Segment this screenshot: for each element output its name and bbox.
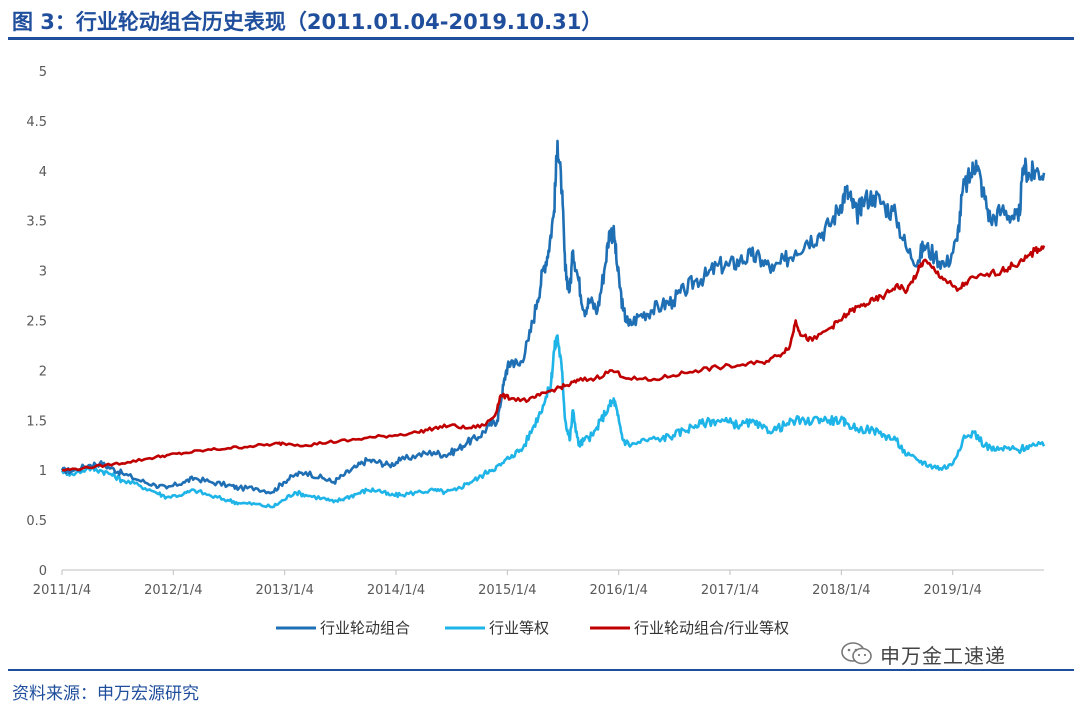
y-tick-label: 1 (39, 464, 47, 479)
y-tick-label: 1.5 (26, 414, 47, 429)
x-tick-label: 2016/1/4 (589, 583, 647, 598)
x-tick-label: 2012/1/4 (144, 583, 202, 598)
y-tick-label: 3.5 (26, 215, 47, 230)
y-tick-label: 0 (39, 564, 47, 579)
y-tick-label: 4 (39, 165, 47, 180)
series-line-2 (61, 245, 1046, 472)
x-tick-label: 2011/1/4 (33, 583, 91, 598)
y-tick-label: 3 (39, 265, 47, 280)
chart-axes: 0 0.5 1 1.5 2 2.5 3 3.5 4 4.5 5 2011/1/4 2012/1/4 201… (26, 65, 1044, 598)
watermark: 申万金工速递 (840, 638, 1006, 670)
source-note: 资料来源：申万宏源研究 (12, 684, 199, 704)
line-chart: 0 0.5 1 1.5 2 2.5 3 3.5 4 4.5 5 2011/1/4 2012/1/4 201… (26, 65, 1046, 637)
legend-label: 行业轮动组合/行业等权 (634, 619, 789, 637)
y-tick-label: 2 (39, 364, 47, 379)
series-line-0 (60, 139, 1046, 495)
footer-divider (8, 669, 1074, 671)
y-tick-label: 0.5 (26, 514, 47, 529)
page-title: 图 3：行业轮动组合历史表现（2011.01.04-2019.10.31） (12, 10, 603, 34)
y-tick-label: 2.5 (26, 315, 47, 330)
legend-label: 行业等权 (489, 619, 549, 637)
wechat-icon (841, 642, 872, 665)
x-tick-label: 2014/1/4 (367, 583, 425, 598)
chart-legend: 行业轮动组合 行业等权 行业轮动组合/行业等权 (276, 619, 789, 637)
watermark-text: 申万金工速递 (880, 643, 1006, 668)
series-line-1 (60, 334, 1046, 509)
y-tick-label: 4.5 (26, 115, 47, 130)
x-tick-label: 2019/1/4 (924, 583, 982, 598)
x-tick-label: 2013/1/4 (255, 583, 313, 598)
legend-label: 行业轮动组合 (320, 619, 410, 637)
x-tick-label: 2018/1/4 (812, 583, 870, 598)
y-tick-label: 5 (39, 65, 47, 80)
title-divider (8, 37, 1074, 40)
x-tick-label: 2015/1/4 (478, 583, 536, 598)
chart-series (60, 139, 1046, 509)
x-tick-label: 2017/1/4 (701, 583, 759, 598)
title-bar: 图 3：行业轮动组合历史表现（2011.01.04-2019.10.31） (0, 0, 1080, 40)
